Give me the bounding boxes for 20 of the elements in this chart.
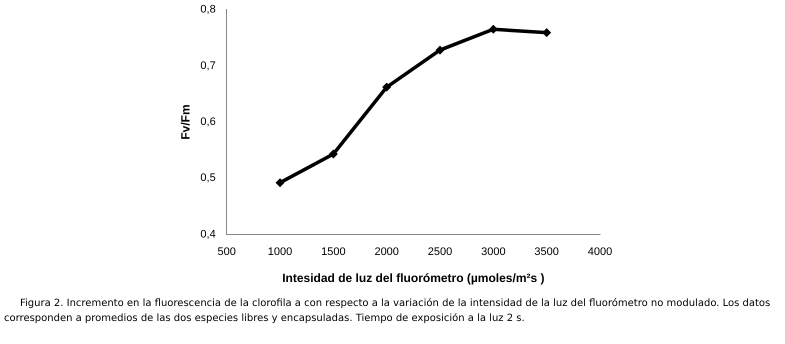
y-tick-label: 0,5 (200, 172, 216, 184)
y-tick-label: 0,8 (200, 4, 216, 16)
x-tick-label: 2000 (374, 246, 399, 258)
x-tick-label: 3500 (534, 246, 559, 258)
point (436, 46, 445, 55)
y-axis-title: Fv/Fm (178, 104, 193, 140)
x-tick-label: 2500 (428, 246, 452, 258)
x-tick-label: 1500 (321, 246, 346, 258)
point (382, 82, 392, 92)
x-tick-label: 1000 (268, 246, 292, 258)
x-tick-label: 3000 (481, 246, 506, 258)
point (328, 150, 338, 159)
x-tick-label: 500 (218, 246, 236, 258)
x-axis-title: Intesidad de luz del fluorómetro (µmoles/m²s ) (282, 271, 544, 286)
x-tick-label: 4000 (588, 246, 612, 258)
point (276, 178, 285, 188)
y-tick-label: 0,7 (200, 60, 216, 72)
y-tick-label: 0,4 (200, 228, 216, 240)
text: Figura 2. Incremento en la fluorescencia de la clorofila a con respecto a la variación de la intensidad de la luz del fluorómetro no modulado. Los datos corresponden a promedios de las dos especies libres y encapsuladas. Tiempo de exposición a la luz 2 s. (3, 297, 772, 326)
y-tick-label: 0,6 (200, 116, 216, 128)
